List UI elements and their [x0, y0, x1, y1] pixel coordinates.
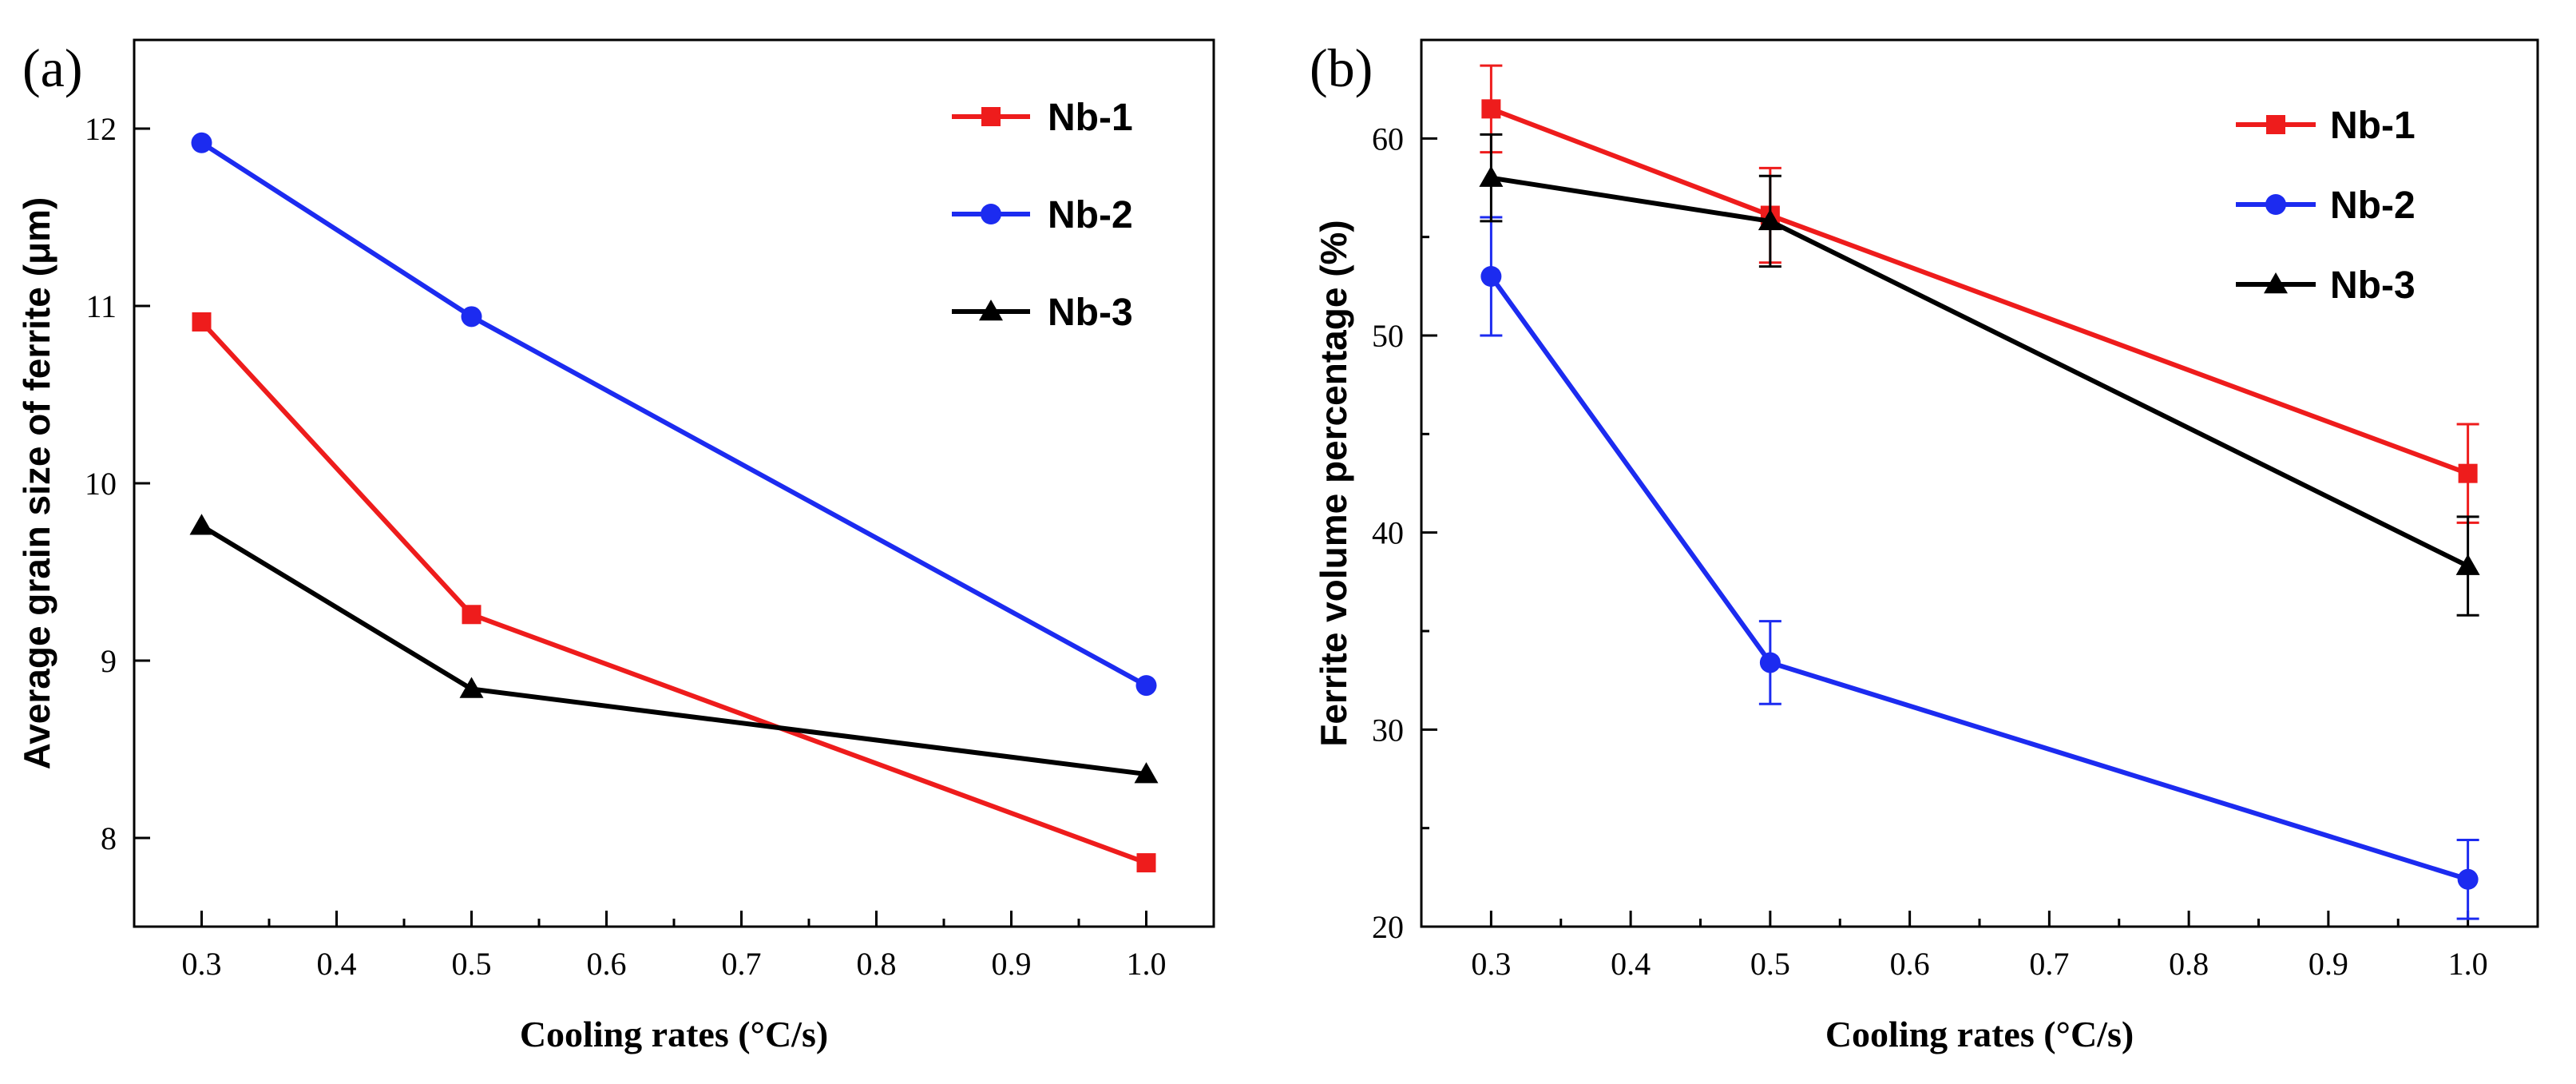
- data-point-nb-3: [1479, 165, 1504, 187]
- series-line-nb-2: [200, 141, 1147, 688]
- legend-label-nb-2: Nb-2: [2330, 185, 2415, 227]
- legend-label-nb-1: Nb-1: [1048, 97, 1133, 139]
- x-tick-label: 1.0: [1127, 946, 1167, 982]
- x-axis-title: Cooling rates (°C/s): [520, 1014, 828, 1054]
- data-point-nb-1: [1481, 99, 1501, 119]
- x-tick-label: 0.8: [857, 946, 897, 982]
- x-axis-title: Cooling rates (°C/s): [1825, 1014, 2134, 1054]
- data-point-nb-1: [2458, 463, 2478, 483]
- x-tick-label: 0.7: [722, 946, 762, 982]
- data-point-nb-1: [462, 605, 482, 625]
- data-point-nb-3: [459, 677, 484, 698]
- y-tick-label: 50: [1372, 318, 1404, 354]
- legend-marker-nb-3: [979, 300, 1003, 321]
- data-point-nb-3: [1134, 762, 1159, 784]
- panel-a: 0.3 0.4 0.5 0.6 0.7 0.8 0.9 1.0 8 9 10 11 12 Cooling …: [16, 38, 1215, 1054]
- legend-marker-nb-2: [981, 204, 1001, 224]
- data-point-nb-3: [1758, 208, 1782, 231]
- x-tick-label: 0.9: [2308, 946, 2348, 982]
- y-tick-label: 20: [1372, 909, 1404, 945]
- legend-marker-nb-1: [981, 107, 1001, 126]
- x-tick-label: 1.0: [2448, 946, 2488, 982]
- legend-marker-nb-3: [2264, 272, 2288, 294]
- data-point-nb-2: [1480, 266, 1502, 287]
- data-point-nb-1: [1136, 853, 1156, 873]
- series-line-nb-1: [1490, 106, 2469, 476]
- series-line-nb-3: [200, 523, 1147, 777]
- x-tick-label: 0.6: [587, 946, 627, 982]
- x-tick-label: 0.9: [992, 946, 1032, 982]
- data-point-nb-2: [191, 132, 212, 153]
- panel-label: (a): [22, 38, 82, 98]
- y-axis-title: Average grain size of ferrite (μm): [16, 197, 57, 770]
- series-line-nb-3: [1490, 175, 2469, 569]
- y-axis-title: Ferrite volume percentage (%): [1313, 220, 1354, 747]
- x-tick-label: 0.8: [2169, 946, 2209, 982]
- x-tick-label: 0.5: [1750, 946, 1790, 982]
- panel-b: 0.3 0.4 0.5 0.6 0.7 0.8 0.9 1.0 20 30 40 50 60 Coolin…: [1310, 38, 2539, 1054]
- y-tick-label: 10: [85, 466, 117, 502]
- y-tick-label: 12: [85, 111, 117, 147]
- y-tick-label: 30: [1372, 712, 1404, 748]
- series-line-nb-2: [1488, 275, 2469, 882]
- x-tick-label: 0.4: [317, 946, 357, 982]
- data-point-nb-2: [1759, 652, 1781, 673]
- x-tick-label: 0.4: [1611, 946, 1651, 982]
- legend-label-nb-2: Nb-2: [1048, 194, 1133, 236]
- y-tick-label: 40: [1372, 515, 1404, 551]
- y-tick-label: 60: [1372, 121, 1404, 157]
- data-point-nb-2: [1135, 675, 1157, 697]
- legend-marker-nb-1: [2266, 115, 2285, 134]
- legend-label-nb-1: Nb-1: [2330, 105, 2415, 147]
- plot-frame: [1420, 38, 2539, 928]
- data-point-nb-2: [2457, 868, 2479, 890]
- x-tick-label: 0.7: [2029, 946, 2069, 982]
- data-point-nb-3: [189, 514, 214, 535]
- legend-marker-nb-2: [2265, 194, 2286, 215]
- data-point-nb-2: [461, 306, 482, 328]
- y-tick-label: 11: [85, 288, 117, 324]
- data-point-nb-1: [192, 312, 212, 332]
- legend-label-nb-3: Nb-3: [1048, 292, 1133, 334]
- x-tick-label: 0.6: [1890, 946, 1930, 982]
- series-line-nb-1: [200, 320, 1147, 865]
- plot-frame: [133, 38, 1215, 928]
- legend-label-nb-3: Nb-3: [2330, 264, 2415, 307]
- x-tick-label: 0.3: [182, 946, 222, 982]
- x-tick-label: 0.5: [452, 946, 492, 982]
- y-tick-label: 9: [101, 643, 117, 679]
- x-tick-label: 0.3: [1471, 946, 1511, 982]
- y-tick-label: 8: [101, 820, 117, 856]
- data-point-nb-3: [2455, 554, 2480, 575]
- panel-label: (b): [1310, 38, 1373, 98]
